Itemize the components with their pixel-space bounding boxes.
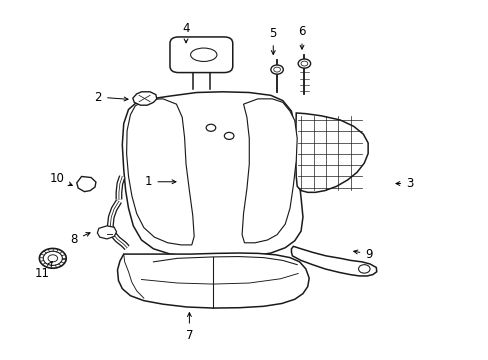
Text: 4: 4 xyxy=(182,22,189,43)
Ellipse shape xyxy=(190,48,217,62)
Circle shape xyxy=(43,251,62,265)
Polygon shape xyxy=(242,99,297,243)
Polygon shape xyxy=(122,92,303,258)
Text: 5: 5 xyxy=(269,27,276,54)
Text: 3: 3 xyxy=(395,177,413,190)
Circle shape xyxy=(273,67,280,72)
Circle shape xyxy=(206,124,215,131)
Text: 9: 9 xyxy=(353,248,372,261)
Polygon shape xyxy=(97,226,116,239)
Circle shape xyxy=(48,255,58,262)
Circle shape xyxy=(40,248,66,268)
Circle shape xyxy=(270,65,283,74)
Text: 6: 6 xyxy=(298,25,305,49)
Text: 2: 2 xyxy=(94,91,128,104)
Polygon shape xyxy=(117,253,308,308)
Polygon shape xyxy=(126,99,194,245)
Circle shape xyxy=(224,132,233,139)
Circle shape xyxy=(301,61,307,66)
Text: 1: 1 xyxy=(144,175,176,188)
Polygon shape xyxy=(295,113,367,192)
Polygon shape xyxy=(291,246,376,276)
Text: 7: 7 xyxy=(185,312,193,342)
FancyBboxPatch shape xyxy=(170,37,232,73)
Text: 11: 11 xyxy=(35,262,52,280)
Polygon shape xyxy=(133,92,157,105)
Text: 10: 10 xyxy=(49,172,72,186)
Circle shape xyxy=(298,59,310,68)
Text: 8: 8 xyxy=(71,233,90,247)
Circle shape xyxy=(358,265,369,273)
Polygon shape xyxy=(77,176,96,192)
